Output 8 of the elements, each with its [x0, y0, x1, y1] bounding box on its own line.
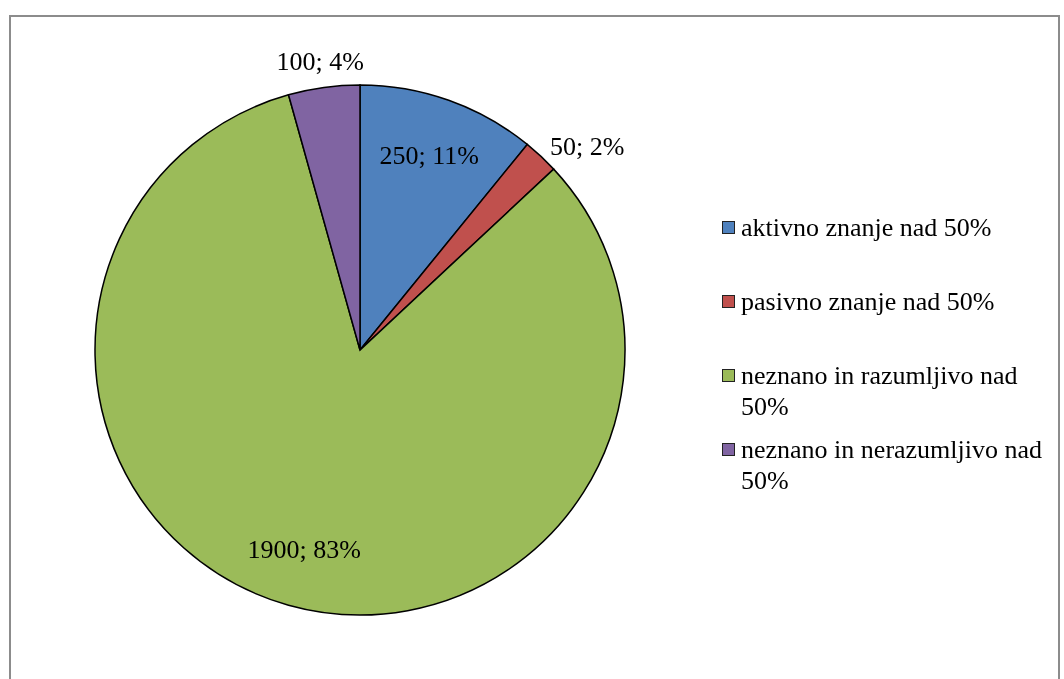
legend-label: pasivno znanje nad 50%	[741, 286, 996, 317]
data-label: 250; 11%	[379, 140, 479, 170]
data-label: 50; 2%	[549, 132, 625, 162]
data-label: 1900; 83%	[247, 534, 361, 564]
legend-label: aktivno znanje nad 50%	[741, 212, 993, 243]
legend-label: neznano in razumljivo nad 50%	[741, 360, 1019, 422]
data-label: 100; 4%	[276, 46, 364, 76]
legend-label: neznano in nerazumljivo nad 50%	[741, 434, 1044, 496]
